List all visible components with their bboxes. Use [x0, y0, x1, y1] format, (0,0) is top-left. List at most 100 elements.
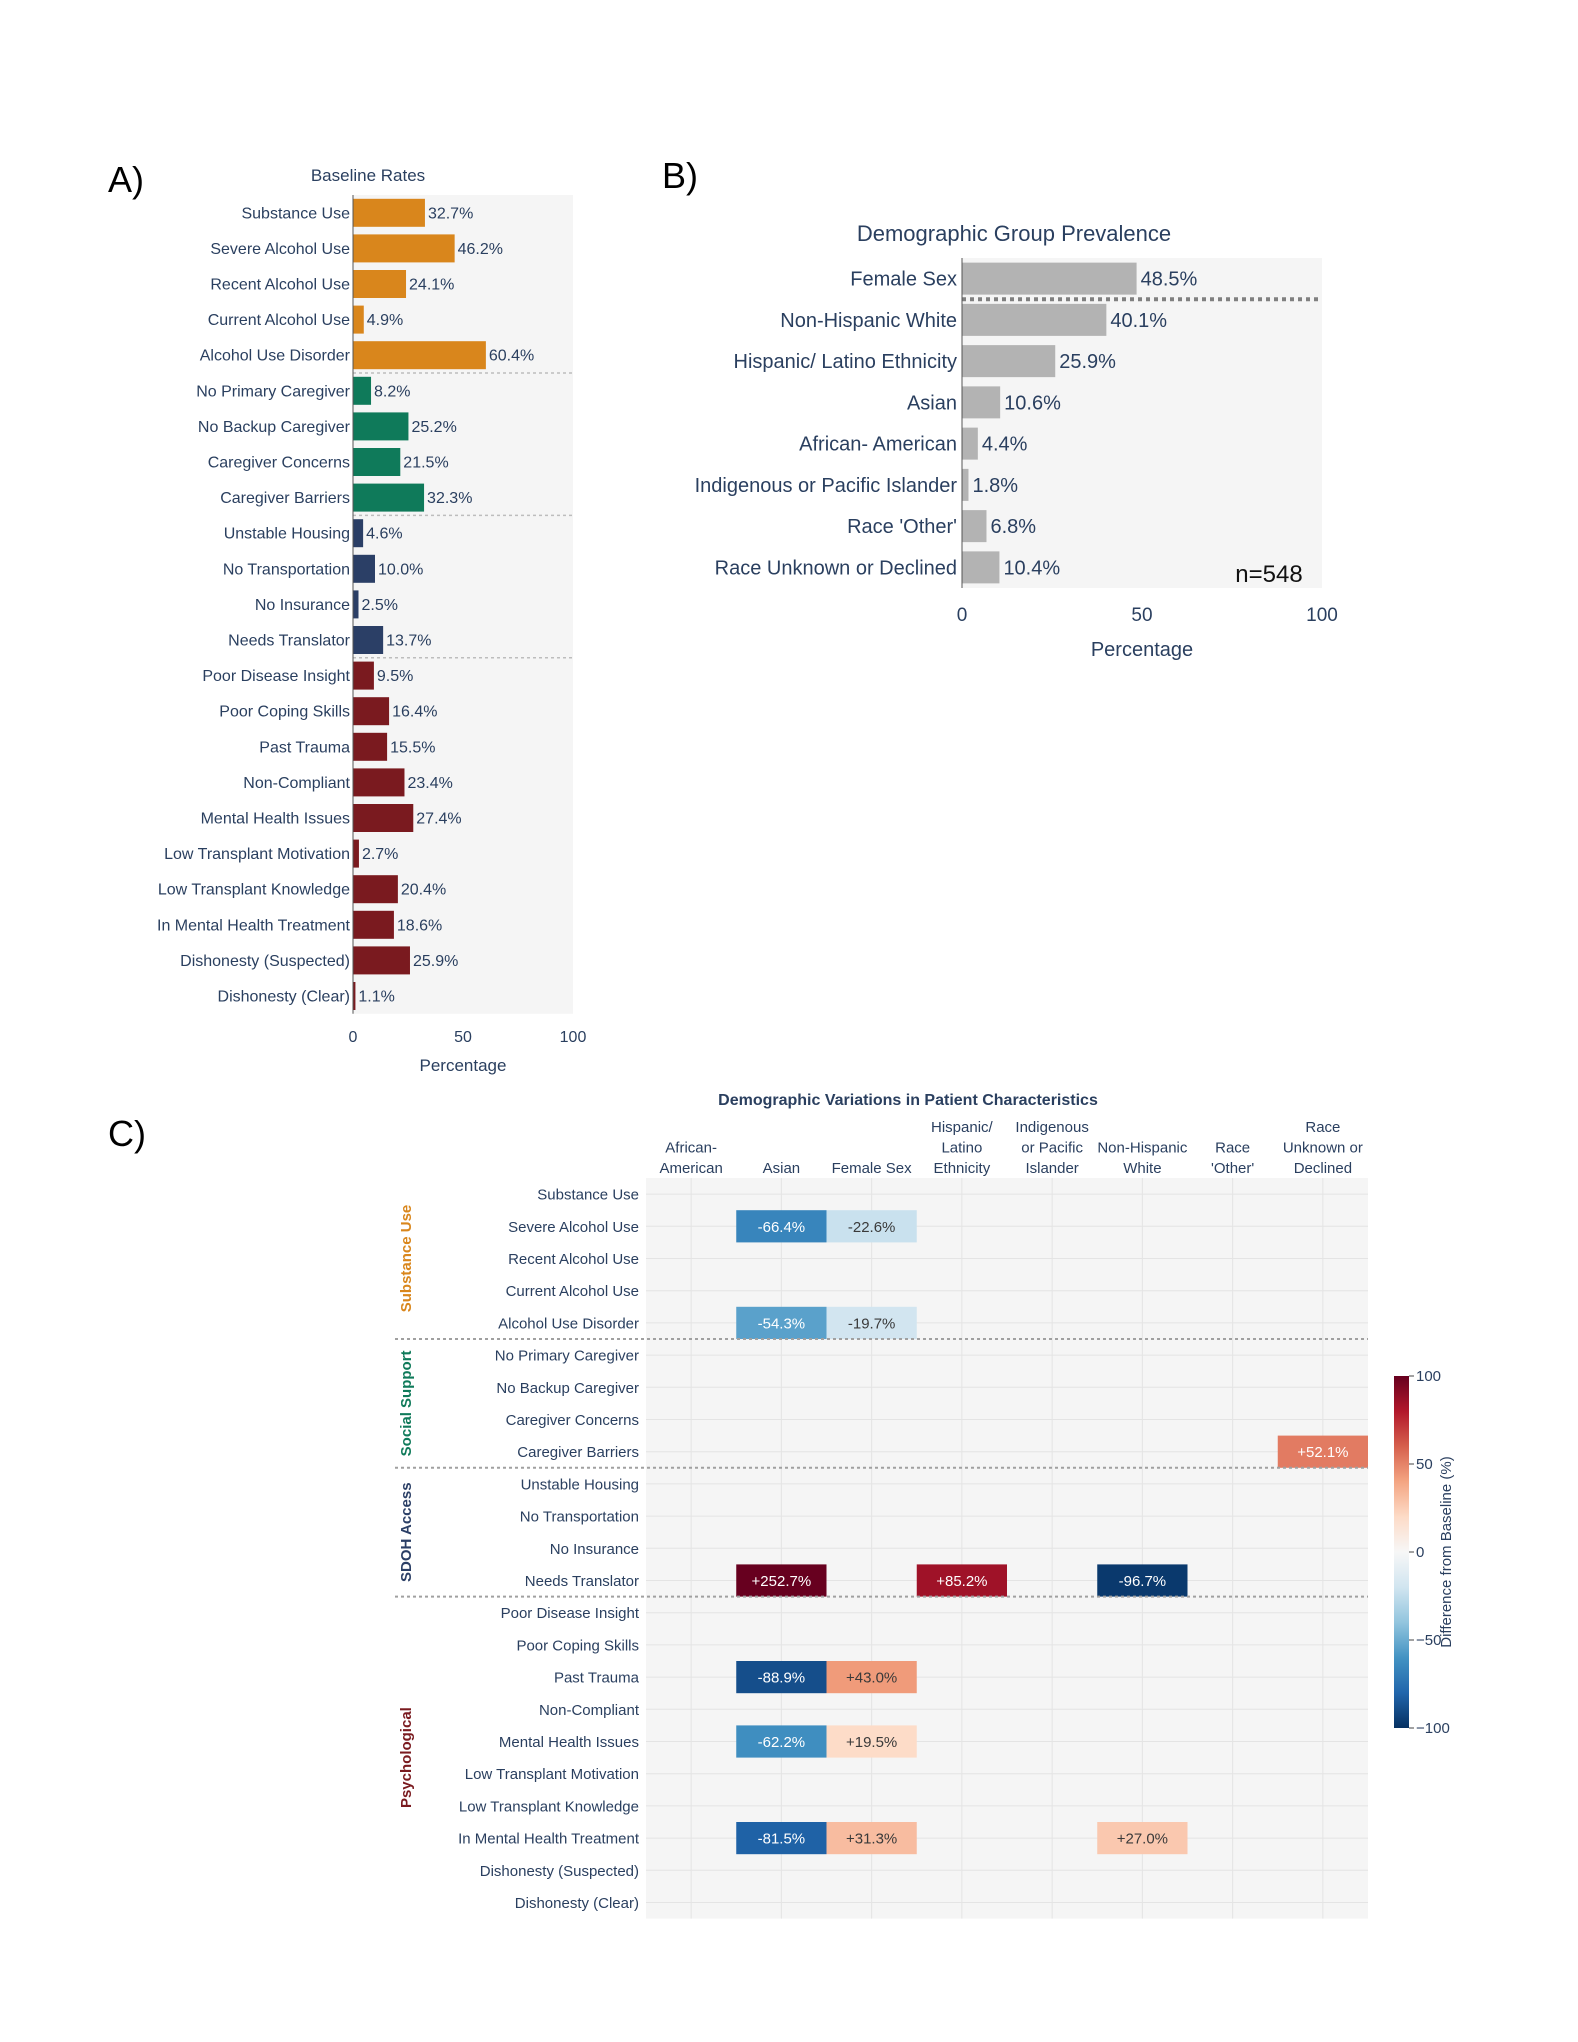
bar-mental-health-issues: [353, 804, 414, 832]
baseline-rates-chart: Baseline Rates Substance Use 32.7% Severe A…: [157, 166, 586, 1075]
demographic-variations-heatmap: Demographic Variations in Patient Charac…: [395, 1092, 1455, 1919]
cell-label: -88.9%: [758, 1670, 806, 1687]
category-label: Race Unknown or Declined: [715, 557, 957, 579]
column-header: Female Sex: [832, 1160, 913, 1177]
row-label: Caregiver Barriers: [517, 1444, 639, 1461]
x-tick-label: 50: [1131, 605, 1152, 626]
colorbar: [1394, 1376, 1409, 1728]
bar-recent-alcohol-use: [353, 270, 407, 298]
heatmap-cell: [736, 1564, 827, 1597]
bar-no-insurance: [353, 590, 359, 619]
category-label: Non-Compliant: [243, 775, 350, 792]
data-label: 4.4%: [982, 434, 1028, 456]
bar-no-transportation: [353, 554, 375, 583]
category-label: Female Sex: [850, 269, 957, 291]
row-label: Low Transplant Motivation: [465, 1766, 639, 1783]
row-label: Past Trauma: [554, 1670, 640, 1687]
column-header-line: Indigenous: [1015, 1119, 1088, 1136]
bar-non-hispanic-white: [962, 303, 1107, 336]
category-label: Dishonesty (Suspected): [180, 953, 350, 970]
bar-alcohol-use-disorder: [353, 341, 486, 370]
data-label: 15.5%: [390, 739, 435, 756]
bar-no-backup-caregiver: [353, 412, 409, 441]
cell-label: +252.7%: [752, 1573, 812, 1590]
cell-label: -22.6%: [848, 1219, 896, 1236]
cell-label: -66.4%: [758, 1219, 806, 1236]
x-tick-label: 50: [454, 1029, 472, 1046]
column-header: Asian: [763, 1160, 801, 1177]
bar-unstable-housing: [353, 519, 364, 548]
bar-poor-disease-insight: [353, 661, 374, 690]
panel-letter-a: A): [108, 159, 144, 200]
x-tick-label: 0: [349, 1029, 358, 1046]
heatmap-cell: [1277, 1435, 1368, 1468]
data-label: 25.9%: [1059, 351, 1116, 373]
data-label: 25.9%: [413, 953, 458, 970]
bar-dishonesty-suspected: [353, 946, 410, 975]
column-header-line: White: [1123, 1160, 1161, 1177]
row-label: Poor Coping Skills: [516, 1637, 639, 1654]
cell-label: -19.7%: [848, 1315, 896, 1332]
heatmap-cell: [826, 1725, 917, 1758]
category-label: Poor Disease Insight: [202, 668, 350, 685]
data-label: 1.1%: [358, 989, 394, 1006]
category-label: In Mental Health Treatment: [157, 917, 351, 934]
column-header-line: Islander: [1025, 1160, 1078, 1177]
row-label: Dishonesty (Clear): [515, 1895, 639, 1912]
column-header: African- American: [659, 1140, 722, 1178]
heatmap-cell: [1097, 1822, 1188, 1855]
bar-low-transplant-knowledge: [353, 875, 398, 904]
row-label: Poor Disease Insight: [501, 1605, 640, 1622]
row-label: No Backup Caregiver: [496, 1380, 639, 1397]
colorbar-tick-label: 50: [1416, 1456, 1433, 1473]
column-header: Non-Hispanic White: [1097, 1140, 1188, 1178]
heatmap-cell: [826, 1210, 917, 1243]
column-header-line: Ethnicity: [934, 1160, 991, 1177]
row-label: No Primary Caregiver: [495, 1348, 639, 1365]
column-header-line: Unknown or: [1283, 1140, 1363, 1157]
bar-indigenous-or-pacific-islander: [962, 468, 969, 501]
row-label: No Insurance: [550, 1541, 639, 1558]
bar-race-unknown-or-declined: [962, 551, 1000, 584]
column-header-line: Asian: [763, 1160, 801, 1177]
bar-caregiver-barriers: [353, 483, 425, 512]
category-label: Indigenous or Pacific Islander: [695, 475, 958, 497]
chart-title: Demographic Variations in Patient Charac…: [718, 1092, 1098, 1109]
row-label: Low Transplant Knowledge: [459, 1798, 639, 1815]
bar-current-alcohol-use: [353, 305, 364, 334]
category-label: Substance Use: [241, 205, 350, 222]
bar-african-american: [962, 427, 978, 460]
bar-in-mental-health-treatment: [353, 910, 394, 939]
category-label: No Primary Caregiver: [196, 383, 350, 400]
panel-letter-b: B): [662, 155, 698, 196]
data-label: 10.0%: [378, 561, 423, 578]
heatmap-cell: [916, 1564, 1007, 1597]
bar-hispanic-latino-ethnicity: [962, 345, 1056, 378]
data-label: 8.2%: [374, 383, 410, 400]
cell-label: +27.0%: [1117, 1831, 1168, 1848]
bar-dishonesty-clear: [353, 982, 356, 1010]
panel-letter-c: C): [108, 1113, 146, 1154]
data-label: 20.4%: [401, 882, 446, 899]
category-label: Non-Hispanic White: [780, 310, 957, 332]
x-axis-title: Percentage: [1091, 639, 1193, 661]
row-label: Unstable Housing: [521, 1476, 639, 1493]
x-tick-label: 0: [957, 605, 968, 626]
sample-size-annotation: n=548: [1235, 561, 1302, 588]
data-label: 16.4%: [392, 704, 437, 721]
data-label: 25.2%: [411, 419, 456, 436]
bar-race-other: [962, 510, 987, 543]
x-tick-label: 100: [1306, 605, 1338, 626]
category-label: Asian: [907, 392, 957, 414]
heatmap-cell: [826, 1306, 917, 1339]
data-label: 21.5%: [403, 455, 448, 472]
column-header-line: African-: [665, 1140, 717, 1157]
data-label: 1.8%: [972, 475, 1018, 497]
group-label-social-support: Social Support: [398, 1350, 415, 1456]
data-label: 13.7%: [386, 633, 431, 650]
data-label: 46.2%: [458, 241, 503, 258]
category-label: Race 'Other': [847, 516, 957, 538]
category-label: Hispanic/ Latino Ethnicity: [734, 351, 957, 373]
chart-title: Demographic Group Prevalence: [857, 221, 1171, 246]
